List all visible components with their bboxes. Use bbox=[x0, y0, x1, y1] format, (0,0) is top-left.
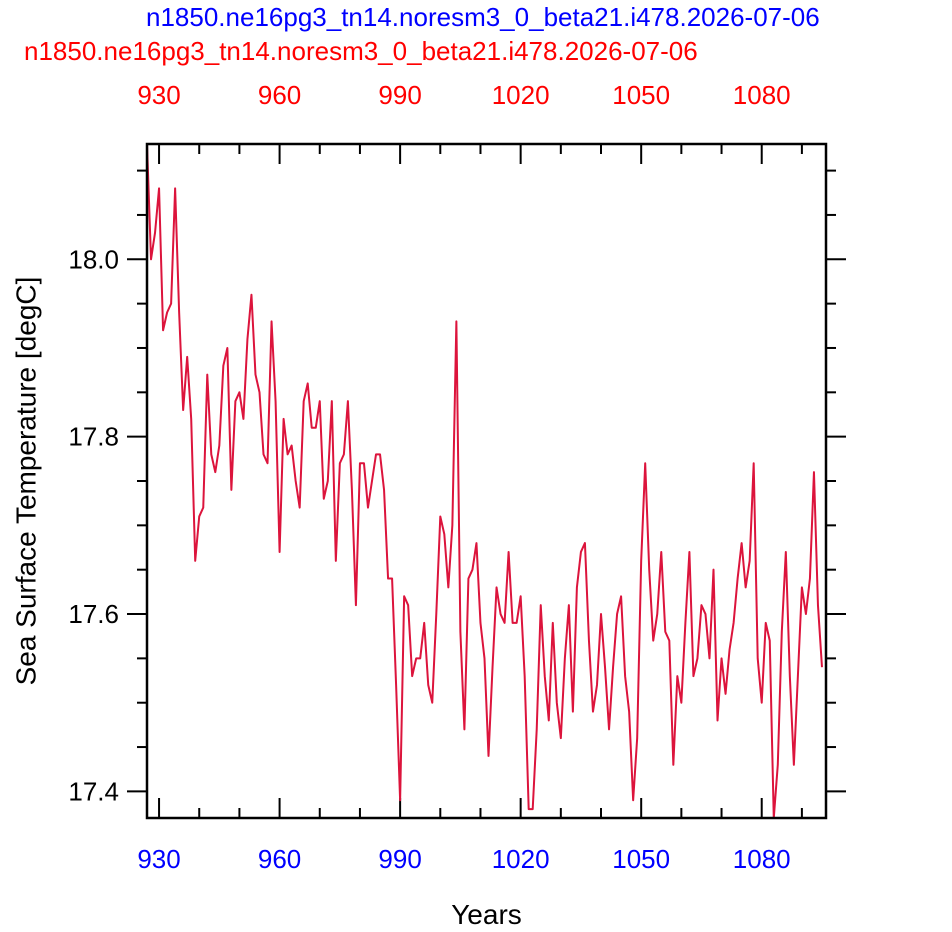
y-tick-label: 17.6 bbox=[68, 599, 119, 629]
plot-frame bbox=[145, 142, 828, 820]
x-tick-label-bottom: 930 bbox=[137, 844, 180, 874]
x-axis-title: Years bbox=[451, 899, 522, 930]
chart-title-bottom: n1850.ne16pg3_tn14.noresm3_0_beta21.i478… bbox=[24, 36, 698, 66]
x-tick-label-top: 1020 bbox=[492, 80, 550, 110]
y-tick-label: 17.8 bbox=[68, 422, 119, 452]
x-tick-label-top: 960 bbox=[258, 80, 301, 110]
x-tick-label-bottom: 1020 bbox=[492, 844, 550, 874]
x-tick-label-bottom: 1080 bbox=[733, 844, 791, 874]
x-tick-label-bottom: 1050 bbox=[612, 844, 670, 874]
x-tick-label-top: 930 bbox=[137, 80, 180, 110]
y-tick-label: 18.0 bbox=[68, 244, 119, 274]
x-tick-label-bottom: 990 bbox=[378, 844, 421, 874]
chart-title-top: n1850.ne16pg3_tn14.noresm3_0_beta21.i478… bbox=[146, 2, 820, 32]
series-line bbox=[146, 143, 823, 819]
x-tick-label-bottom: 960 bbox=[258, 844, 301, 874]
y-axis-title: Sea Surface Temperature [degC] bbox=[10, 277, 41, 686]
x-tick-label-top: 1080 bbox=[733, 80, 791, 110]
y-tick-label: 17.4 bbox=[68, 776, 119, 806]
x-tick-label-top: 990 bbox=[378, 80, 421, 110]
x-tick-label-top: 1050 bbox=[612, 80, 670, 110]
